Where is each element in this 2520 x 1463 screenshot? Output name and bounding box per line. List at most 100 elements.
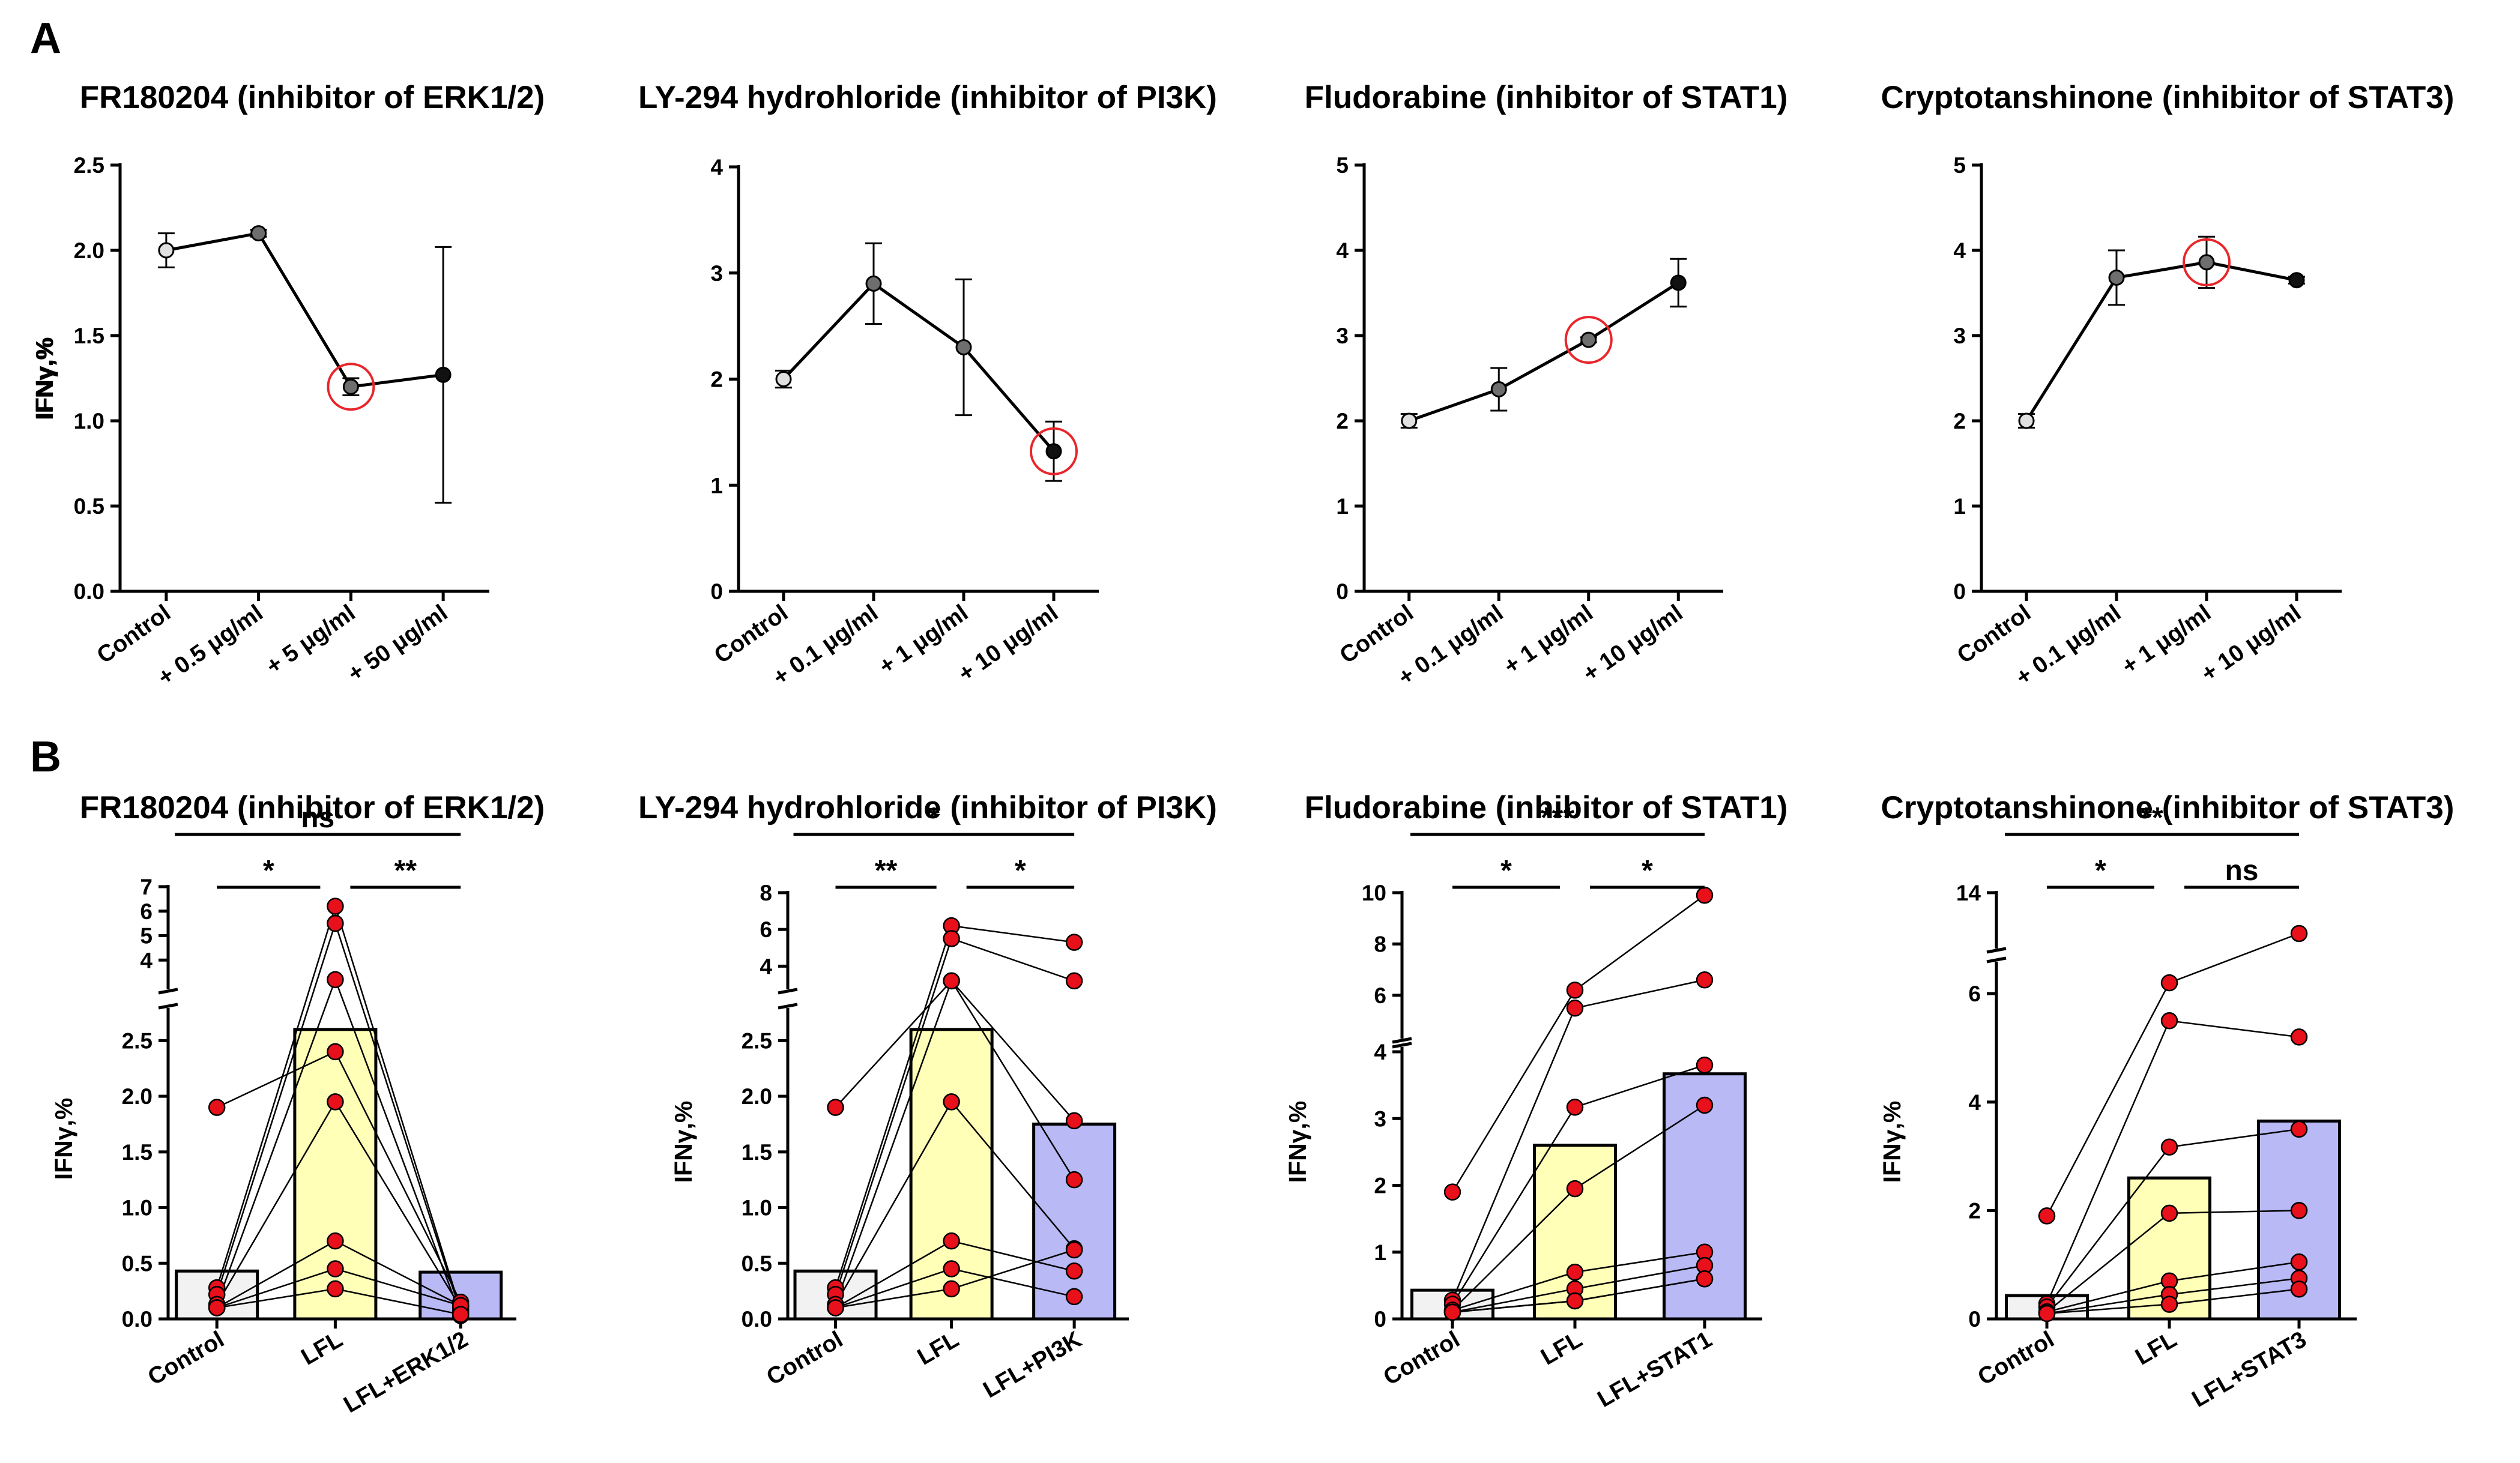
- bar-chart-2: LY-294 hydrohloride (inhibitor of PI3K) 0…: [638, 790, 1217, 1403]
- data-point: [2160, 974, 2178, 992]
- highlight-circle: [327, 363, 375, 411]
- y-tick-label: 8: [760, 881, 772, 905]
- x-tick-label: LFL+PI3K: [979, 1327, 1086, 1404]
- y-tick-label: 14: [1956, 881, 1981, 905]
- data-point: [1065, 1241, 1083, 1259]
- data-point: [1401, 412, 1418, 429]
- x-tick-label: Control: [1974, 1327, 2059, 1391]
- x-tick-label: LFL: [913, 1327, 963, 1371]
- y-tick-label: 0: [1336, 579, 1349, 604]
- data-point: [1696, 887, 1714, 904]
- axis-break-mark: [1986, 947, 2007, 954]
- y-tick-label: 1: [1374, 1240, 1386, 1265]
- highlight-circle: [1030, 427, 1078, 475]
- axis-break-mark: [1986, 956, 2007, 964]
- y-tick-label: 0: [1953, 579, 1966, 604]
- data-point: [2290, 925, 2308, 943]
- data-point: [208, 1099, 226, 1116]
- y-axis-label: IFNγ,%: [1878, 1101, 1906, 1183]
- x-tick-label: LFL+STAT1: [1593, 1327, 1716, 1413]
- data-point: [943, 1232, 960, 1250]
- data-point: [327, 1093, 344, 1111]
- y-tick-label: 4: [1953, 238, 1966, 263]
- line-chart-2: LY-294 hydrohloride (inhibitor of PI3K) 0…: [31, 80, 1217, 691]
- data-point: [1045, 443, 1062, 460]
- significance-label: ***: [1541, 802, 1574, 834]
- data-point: [1566, 1099, 1584, 1116]
- axis-break-mark: [1392, 1037, 1412, 1044]
- data-point: [2038, 1305, 2056, 1323]
- y-tick-label: 0.5: [122, 1251, 153, 1276]
- line-chart-3: Fludorabine (inhibitor of STAT1) 0 1 2 3 4 5 IF…: [31, 80, 1787, 691]
- y-tick-label: 2: [1968, 1198, 1981, 1223]
- significance-label: *: [1015, 855, 1026, 887]
- bar: [1032, 1122, 1117, 1321]
- data-point: [1696, 1096, 1714, 1114]
- data-point: [865, 275, 882, 292]
- x-tick-label: + 0.5 μg/ml: [153, 600, 268, 690]
- data-point: [1065, 1262, 1083, 1280]
- x-tick-label: LFL+ERK1/2: [339, 1327, 472, 1419]
- axis-break-mark: [158, 988, 178, 995]
- y-tick-label: 2: [1374, 1174, 1386, 1198]
- x-tick-label: Control: [1953, 600, 2035, 669]
- axis-break-mark: [158, 1003, 178, 1010]
- axis-break-mark: [778, 988, 798, 995]
- y-tick-label: 2: [1953, 409, 1966, 433]
- y-axis-label: IFNγ,%: [31, 337, 58, 420]
- x-tick-label: + 10 μg/ml: [1579, 600, 1688, 687]
- data-point: [943, 972, 960, 990]
- y-tick-label: 2: [710, 367, 723, 392]
- y-tick-label: 6: [1374, 983, 1386, 1008]
- y-tick-label: 8: [1374, 932, 1386, 956]
- y-tick-label: 2.0: [742, 1084, 772, 1109]
- y-tick-label: 3: [1336, 324, 1349, 348]
- data-point: [775, 371, 792, 387]
- x-tick-label: LFL+STAT3: [2187, 1327, 2310, 1413]
- data-point: [1696, 1057, 1714, 1074]
- data-point: [208, 1299, 226, 1317]
- data-point: [158, 242, 175, 259]
- y-tick-label: 0: [1968, 1307, 1981, 1332]
- y-tick-label: 2.5: [742, 1028, 772, 1053]
- x-tick-label: + 10 μg/ml: [953, 600, 1063, 687]
- y-tick-label: 1.5: [74, 324, 104, 348]
- y-axis-label: IFNγ,%: [1284, 1101, 1311, 1183]
- line-chart-1: FR180204 (inhibitor of ERK1/2) 0.0 0.5 1.0 1…: [31, 80, 545, 691]
- highlight-circle: [1564, 316, 1613, 364]
- data-point: [1490, 381, 1507, 397]
- series-line: [782, 282, 1055, 453]
- data-point: [1065, 972, 1083, 990]
- data-point: [327, 1043, 344, 1061]
- series-line: [2025, 261, 2297, 422]
- y-tick-label: 6: [1968, 982, 1981, 1006]
- data-point: [1696, 1270, 1714, 1288]
- y-tick-label: 1.5: [122, 1140, 153, 1165]
- significance-label: ns: [301, 802, 334, 834]
- data-point: [2038, 1207, 2056, 1225]
- y-tick-label: 4: [140, 948, 153, 973]
- data-point: [250, 225, 267, 242]
- significance-label: *: [2095, 855, 2106, 887]
- y-tick-label: 5: [1336, 153, 1349, 178]
- panel-label-b: B: [30, 733, 61, 781]
- x-tick-label: LFL: [297, 1327, 347, 1371]
- y-tick-label: 0.0: [122, 1307, 153, 1332]
- x-tick-label: Control: [762, 1327, 847, 1391]
- panel-label-a: A: [30, 14, 61, 62]
- chart-title: Cryptotanshinone (inhibitor of STAT3): [1881, 790, 2455, 825]
- y-tick-label: 1.5: [742, 1140, 772, 1165]
- data-point: [1065, 1288, 1083, 1306]
- y-tick-label: 1: [1336, 494, 1349, 519]
- line-chart-4: Cryptotanshinone (inhibitor of STAT3) 0 1 2…: [31, 80, 2454, 691]
- y-tick-label: 3: [1374, 1106, 1386, 1131]
- data-point: [327, 1280, 344, 1298]
- y-tick-label: 2: [1336, 409, 1349, 433]
- bar-chart-1: FR180204 (inhibitor of ERK1/2) 0.0 0.5 1.0 1…: [50, 790, 545, 1418]
- x-tick-label: + 50 μg/ml: [343, 600, 452, 687]
- significance-label: **: [2141, 802, 2163, 834]
- data-point: [2160, 1138, 2178, 1156]
- data-point: [2160, 1012, 2178, 1030]
- significance-label: *: [1642, 855, 1653, 887]
